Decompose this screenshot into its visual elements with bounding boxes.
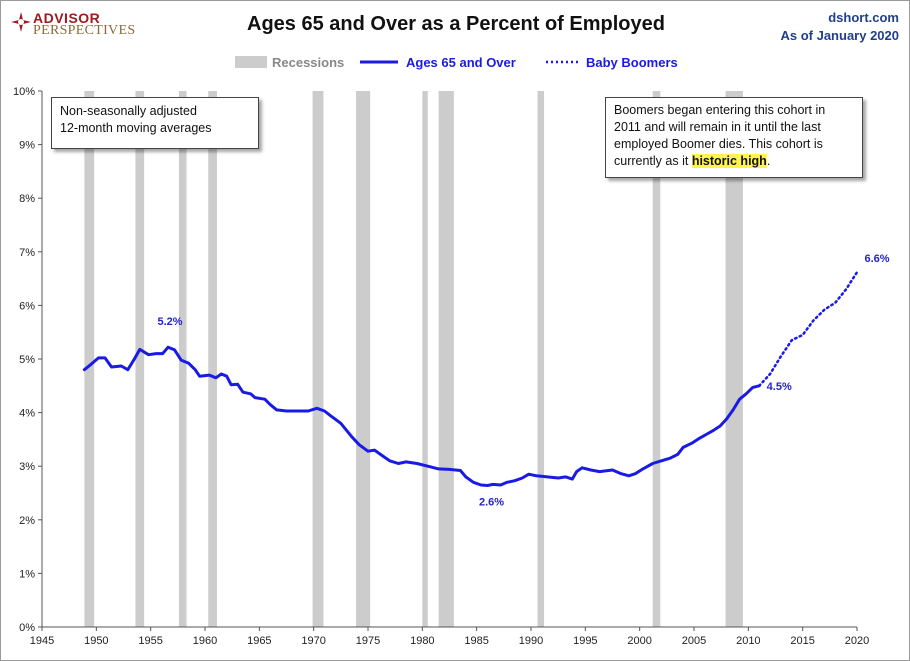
x-tick-label-3: 1960: [193, 635, 217, 647]
x-tick-label-4: 1965: [247, 635, 271, 647]
recession-band-9: [652, 91, 661, 627]
recession-bands: [84, 91, 743, 627]
methodology-note-line-1: Non-seasonally adjusted: [60, 104, 197, 118]
historic-high-highlight: historic high: [691, 154, 767, 168]
boomers-note-line-3: employed Boomer dies. This cohort is: [614, 137, 823, 151]
y-tick-label-1: 1%: [19, 568, 35, 580]
y-tick-label-7: 7%: [19, 247, 35, 259]
boomers-note-line-2: 2011 and will remain in it until the las…: [614, 120, 821, 134]
y-tick-label-9: 9%: [19, 140, 35, 152]
y-tick-label-3: 3%: [19, 461, 35, 473]
source-site: dshort.com: [828, 10, 899, 25]
advisor-perspectives-logo: ADVISOR PERSPECTIVES: [11, 9, 151, 39]
legend-recessions-label: Recessions: [272, 55, 344, 70]
recession-band-6: [422, 91, 428, 627]
data-label-2: 4.5%: [767, 381, 792, 393]
y-tick-label-5: 5%: [19, 354, 35, 366]
boomers-note-line-4-pre: currently as it: [614, 154, 692, 168]
recession-band-10: [725, 91, 743, 627]
data-label-0: 5.2%: [158, 316, 183, 328]
axes: 0% 1% 2% 3% 4% 5% 6% 7% 8% 9% 10% 1945 1950 1955 1960 1…: [13, 86, 869, 647]
boomers-note-line-1: Boomers began entering this cohort in: [614, 103, 826, 117]
methodology-note-line-2: 12-month moving averages: [60, 121, 212, 135]
recession-band-3: [208, 91, 217, 627]
data-label-1: 2.6%: [479, 496, 504, 508]
boomers-note-line-4: currently as it historic high.: [614, 153, 854, 170]
legend-boomers-label: Baby Boomers: [586, 55, 678, 70]
recession-band-5: [356, 91, 371, 627]
x-tick-label-0: 1945: [30, 635, 54, 647]
logo-line-1: ADVISOR: [33, 10, 101, 26]
x-tick-label-1: 1950: [84, 635, 108, 647]
x-tick-label-7: 1980: [410, 635, 434, 647]
x-tick-label-12: 2005: [682, 635, 706, 647]
recession-band-1: [135, 91, 145, 627]
x-tick-label-13: 2010: [736, 635, 760, 647]
methodology-note: Non-seasonally adjusted 12-month moving …: [51, 97, 259, 149]
x-tick-label-15: 2020: [845, 635, 869, 647]
recession-band-2: [178, 91, 187, 627]
source-block: dshort.com As of January 2020: [780, 9, 899, 45]
series-line-baby-boomers: [757, 270, 859, 388]
boomers-note: Boomers began entering this cohort in 20…: [605, 97, 863, 178]
recession-band-4: [312, 91, 324, 627]
legend: Recessions Ages 65 and Over Baby Boomers: [235, 55, 678, 70]
x-tick-label-9: 1990: [519, 635, 543, 647]
y-tick-label-10: 10%: [13, 86, 35, 98]
x-tick-label-11: 2000: [627, 635, 651, 647]
y-tick-label-0: 0%: [19, 622, 35, 634]
source-date: As of January 2020: [780, 28, 899, 43]
recession-band-8: [537, 91, 545, 627]
x-tick-label-6: 1975: [356, 635, 380, 647]
y-tick-label-8: 8%: [19, 193, 35, 205]
data-labels: 5.2% 2.6% 4.5% 6.6%: [158, 253, 890, 508]
y-tick-label-2: 2%: [19, 515, 35, 527]
y-tick-label-4: 4%: [19, 408, 35, 420]
recession-band-7: [438, 91, 454, 627]
x-tick-label-14: 2015: [790, 635, 814, 647]
logo-line-2: PERSPECTIVES: [33, 23, 136, 38]
series-lines: [82, 270, 859, 487]
x-tick-label-8: 1985: [464, 635, 488, 647]
boomers-note-line-4-post: .: [766, 154, 771, 168]
legend-recessions-swatch: [235, 56, 267, 68]
legend-ages65-label: Ages 65 and Over: [406, 55, 516, 70]
chart-title: Ages 65 and Over as a Percent of Employe…: [247, 13, 665, 35]
x-tick-label-2: 1955: [138, 635, 162, 647]
x-tick-label-10: 1995: [573, 635, 597, 647]
data-label-3: 6.6%: [864, 253, 889, 265]
recession-band-0: [84, 91, 95, 627]
series-line-ages-65-and-over: [82, 345, 761, 487]
compass-star-icon: [11, 12, 31, 32]
x-tick-label-5: 1970: [301, 635, 325, 647]
y-tick-label-6: 6%: [19, 300, 35, 312]
